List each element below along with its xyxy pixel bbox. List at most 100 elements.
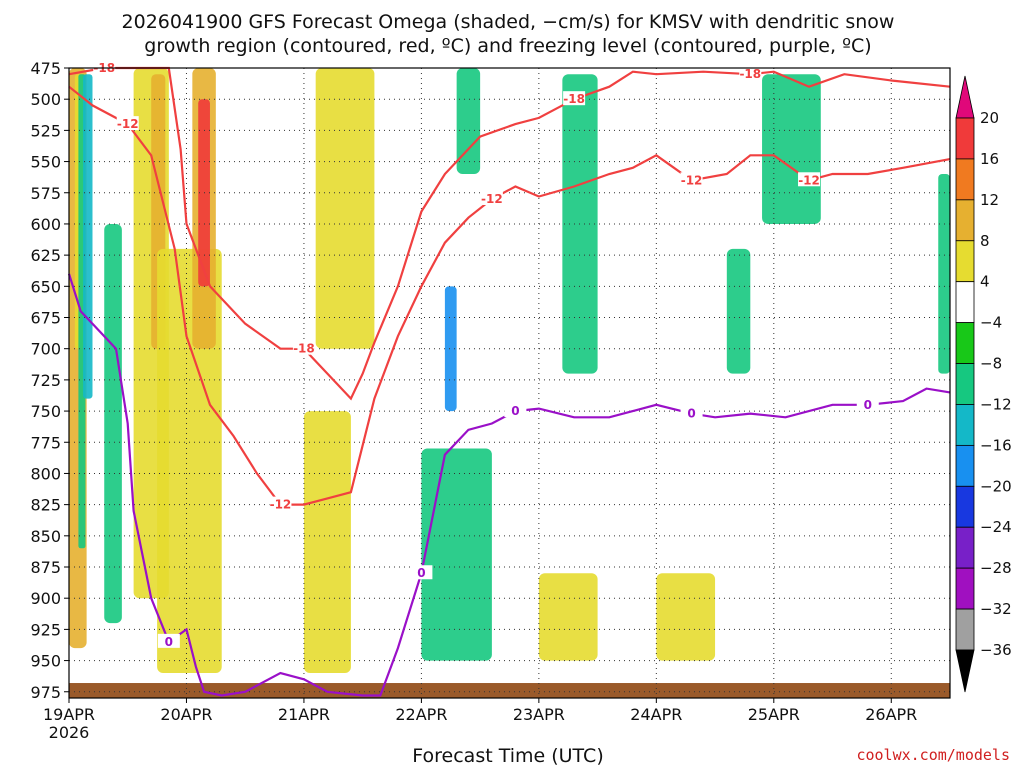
y-tick-label-20: 975 — [30, 683, 61, 702]
colorbar-label-12: −32 — [980, 600, 1012, 618]
y-tick-label-11: 750 — [30, 402, 61, 421]
dgz-minus12-contour-label-bg-0 — [116, 116, 139, 131]
colorbar-segment-3 — [955, 240, 975, 283]
x-tick-label-1: 20APR — [160, 705, 212, 724]
colorbar-label-6: −8 — [980, 355, 1002, 373]
x-tick-label-4: 23APR — [513, 705, 565, 724]
chart-title-line-1: 2026041900 GFS Forecast Omega (shaded, −… — [122, 11, 895, 33]
dgz-minus12-contour-label-3: -12 — [681, 173, 703, 187]
freezing-level-contour-label-bg-4 — [856, 396, 879, 411]
colorbar-segment-11 — [955, 567, 975, 610]
y-tick-label-3: 550 — [30, 153, 61, 172]
y-tick-label-6: 625 — [30, 246, 61, 265]
colorbar-label-11: −28 — [980, 559, 1012, 577]
omega-cell-10 — [315, 68, 375, 349]
omega-cell-14 — [456, 68, 481, 175]
omega-cell-11 — [303, 411, 351, 674]
dgz-minus18-contour-label-2: -18 — [563, 92, 585, 106]
omega-cell-20 — [656, 573, 716, 661]
freezing-level-contour-label-bg-2 — [504, 403, 527, 418]
freezing-level-contour-label-1: 0 — [417, 566, 425, 580]
y-tick-label-1: 500 — [30, 90, 61, 109]
y-tick-label-0: 475 — [30, 59, 61, 78]
x-axis-title: Forecast Time (UTC) — [412, 745, 603, 767]
y-tick-label-17: 900 — [30, 589, 61, 608]
dgz-minus12-contour-label-4: -12 — [798, 173, 820, 187]
colorbar-label-5: −4 — [980, 314, 1002, 332]
y-tick-label-4: 575 — [30, 184, 61, 203]
omega-shading — [69, 68, 950, 674]
colorbar-label-3: 8 — [980, 232, 990, 250]
freezing-level-contour-label-bg-1 — [410, 565, 433, 580]
dgz-minus12-contour-label-bg-4 — [798, 172, 821, 187]
y-tick-label-5: 600 — [30, 215, 61, 234]
ground-fill — [69, 683, 950, 698]
colorbar-segment-0 — [955, 117, 975, 160]
freezing-level-contour-label-3: 0 — [687, 407, 695, 421]
x-tick-label-3: 22APR — [395, 705, 447, 724]
y-tick-label-16: 875 — [30, 558, 61, 577]
colorbar-segment-4 — [955, 281, 975, 324]
colorbar-label-1: 16 — [980, 150, 999, 168]
ground-terrain — [69, 683, 950, 698]
dgz-minus12-contour-label-bg-3 — [680, 172, 703, 187]
x-axis-year-label: 2026 — [49, 723, 90, 742]
chart-title-line-2: growth region (contoured, red, ºC) and f… — [144, 35, 871, 57]
plot-frame — [68, 67, 951, 699]
chart-title: 2026041900 GFS Forecast Omega (shaded, −… — [122, 11, 895, 57]
x-tick-label-0: 19APR — [43, 705, 95, 724]
y-tick-label-13: 800 — [30, 464, 61, 483]
x-tick-label-5: 24APR — [630, 705, 682, 724]
colorbar-label-7: −12 — [980, 395, 1012, 413]
y-tick-label-7: 650 — [30, 277, 61, 296]
y-tick-label-2: 525 — [30, 121, 61, 140]
dgz-minus18-contour-label-bg-2 — [563, 91, 586, 106]
colorbar-label-13: −36 — [980, 641, 1012, 659]
colorbar-label-0: 20 — [980, 109, 999, 127]
colorbar-top-arrow — [955, 75, 975, 119]
dgz-minus18-contour-label-bg-0 — [93, 60, 116, 74]
colorbar-segment-5 — [955, 322, 975, 364]
colorbar-segment-9 — [955, 485, 975, 528]
y-tick-label-15: 850 — [30, 527, 61, 546]
omega-cell-19 — [538, 573, 598, 661]
colorbar-segment-2 — [955, 199, 975, 242]
credit-text: coolwx.com/models — [856, 746, 1010, 764]
dgz-minus12-contour-line — [68, 85, 951, 506]
dgz-minus12-contour-label-bg-2 — [480, 190, 503, 205]
colorbar-label-10: −24 — [980, 518, 1012, 536]
y-tick-label-18: 925 — [30, 620, 61, 639]
dgz-minus12-contour-label-1: -12 — [270, 498, 292, 512]
colorbar-bottom-arrow — [955, 649, 975, 693]
dgz-minus12-contour-label-0: -12 — [117, 117, 139, 131]
colorbar-segment-8 — [955, 444, 975, 487]
colorbar-segment-1 — [955, 158, 975, 201]
omega-cell-4 — [104, 223, 122, 624]
colorbar-segment-7 — [955, 404, 975, 446]
y-tick-label-12: 775 — [30, 433, 61, 452]
colorbar-segment-12 — [955, 608, 975, 651]
dgz-minus12-contour-label-bg-1 — [269, 496, 292, 511]
colorbar-label-8: −16 — [980, 436, 1012, 454]
colorbar: 20 16 12 8 4 −4 −8 −12 −16 −20 −24 −28 −32 −36 — [955, 75, 1012, 693]
x-tick-label-6: 25APR — [748, 705, 800, 724]
omega-cell-16 — [726, 248, 751, 374]
omega-cell-7 — [157, 248, 222, 674]
x-tick-label-2: 21APR — [278, 705, 330, 724]
dgz-minus18-contour-label-1: -18 — [293, 342, 315, 356]
dgz-minus12-contour-label-2: -12 — [481, 192, 503, 206]
y-tick-label-10: 725 — [30, 371, 61, 390]
y-tick-label-8: 675 — [30, 309, 61, 328]
dgz-minus18-contour-label-bg-1 — [292, 340, 315, 355]
colorbar-label-4: 4 — [980, 273, 990, 291]
omega-cell-13 — [444, 286, 457, 412]
y-tick-label-19: 950 — [30, 652, 61, 671]
y-tick-label-14: 825 — [30, 496, 61, 515]
colorbar-label-2: 12 — [980, 191, 999, 209]
freezing-level-contour-label-4: 0 — [864, 398, 872, 412]
y-tick-label-9: 700 — [30, 340, 61, 359]
colorbar-label-9: −20 — [980, 477, 1012, 495]
x-tick-label-7: 26APR — [865, 705, 917, 724]
